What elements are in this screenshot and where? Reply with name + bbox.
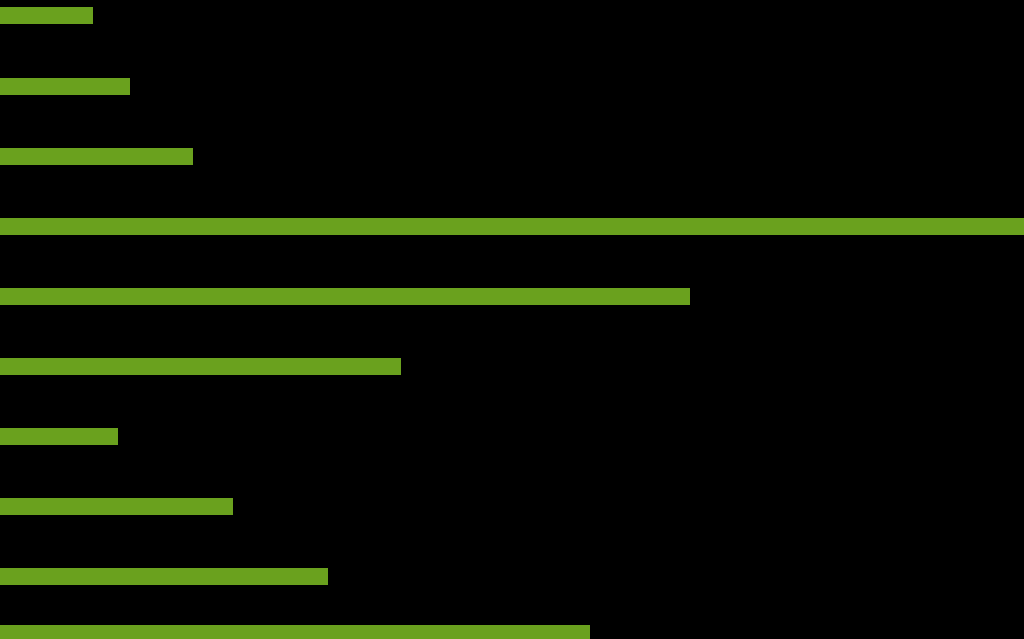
bar-7 <box>0 498 233 515</box>
bar-5 <box>0 358 401 375</box>
bar-3 <box>0 218 1024 235</box>
horizontal-bar-chart <box>0 0 1024 639</box>
bar-0 <box>0 7 93 24</box>
bar-1 <box>0 78 130 95</box>
bar-6 <box>0 428 118 445</box>
bar-9 <box>0 625 590 639</box>
bar-8 <box>0 568 328 585</box>
bar-2 <box>0 148 193 165</box>
bar-4 <box>0 288 690 305</box>
